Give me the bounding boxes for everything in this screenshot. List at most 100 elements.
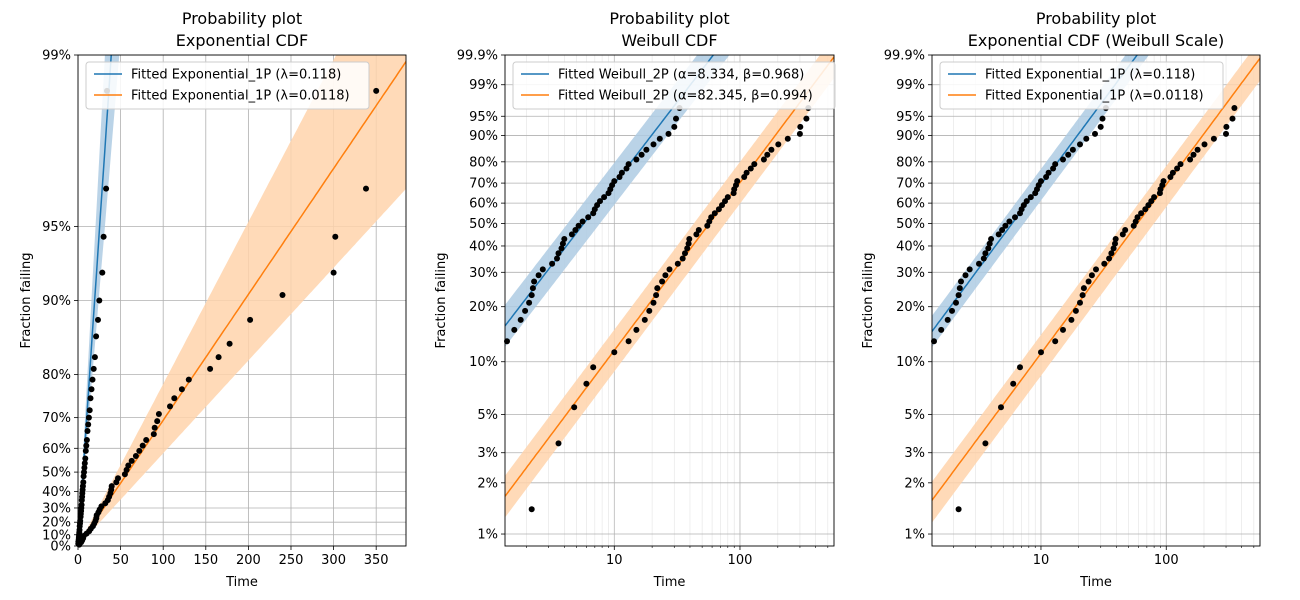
y-tick-label: 80% [42,368,71,383]
data-point [568,231,575,238]
y-tick-label: 20% [469,300,498,315]
data-point [662,272,669,279]
data-point [279,292,286,298]
x-axis-label: Time [1079,575,1112,590]
data-point [1223,123,1230,130]
data-point [601,194,608,201]
chart-title: Probability plot Exponential CDF (Weibull… [968,9,1224,50]
data-point [796,130,803,137]
x-tick-label: 100 [728,553,753,568]
data-point [999,227,1006,233]
data-point [1088,272,1095,279]
chart-title-line: Probability plot [609,9,729,28]
data-point [986,240,993,247]
data-point [1077,141,1083,148]
data-point [115,475,121,482]
data-point [1231,105,1238,111]
data-point [155,411,162,417]
data-point [625,161,632,168]
data-point [679,255,686,262]
x-axis-label: Time [225,575,258,590]
legend-entry: Fitted Exponential_1P (λ=0.0118) [985,89,1204,104]
data-point [1099,115,1106,122]
y-tick-label: 50% [469,217,498,232]
x-tick-label: 200 [236,553,261,568]
x-tick-label: 300 [321,553,346,568]
x-tick-label: 100 [151,553,176,568]
data-point [1169,169,1176,176]
data-point [81,464,88,471]
data-point [643,146,650,153]
data-point [108,483,115,490]
fitted-line-2 [932,57,1260,501]
data-point [1045,169,1052,176]
y-tick-label: 50% [896,217,925,232]
data-point [247,316,254,323]
data-point [1101,260,1108,267]
x-tick-label: 10 [606,553,623,568]
data-point [1065,151,1072,158]
data-point [988,236,995,242]
data-point [611,349,618,356]
data-point [650,141,657,148]
data-point [99,269,106,276]
data-point [549,260,556,267]
data-points [504,105,812,513]
y-tick-label: 10% [469,355,498,370]
y-tick-label: 99% [469,78,498,93]
axes-frame [931,54,1261,547]
y-axis-label: Fraction failing [434,253,449,349]
data-point [1083,135,1090,142]
data-point [764,151,771,158]
data-point [81,460,88,467]
data-point [1027,194,1034,201]
data-point [980,255,987,262]
data-point [83,437,90,443]
data-point [1223,130,1229,137]
data-point [1010,380,1017,387]
y-tick-label: 50% [42,466,71,481]
legend-entry: Fitted Exponential_1P (λ=0.0118) [131,89,350,104]
data-point [931,338,937,345]
data-point [1060,156,1066,163]
data-point [1190,151,1197,158]
data-point [1112,236,1119,242]
data-point [1092,130,1098,137]
data-point [579,218,586,225]
data-point [100,233,107,240]
data-point [81,469,87,476]
data-point [1122,227,1129,233]
data-point [982,250,989,257]
y-tick-label: 40% [42,485,71,500]
data-point [671,123,678,130]
data-point [511,326,518,333]
data-point [555,440,562,447]
data-point [1194,146,1201,153]
data-point [633,326,640,333]
data-point [1112,240,1118,247]
data-point [734,178,741,185]
data-point [1085,278,1092,285]
data-point [985,245,992,252]
y-tick-label: 99.9% [457,49,498,64]
data-point [583,380,590,387]
confidence-band-1 [932,55,1149,348]
data-point [743,169,750,176]
data-point [641,316,648,323]
x-tick-label: 100 [1154,553,1179,568]
data-point [103,185,110,192]
data-point [226,340,233,347]
y-tick-label: 3% [904,446,925,461]
data-point [646,307,653,314]
data-point [1052,161,1059,168]
data-point [684,245,691,252]
x-axis-label: Time [653,575,686,590]
data-point [1079,292,1086,299]
data-point [82,447,89,454]
data-point [93,333,100,340]
data-point [555,250,562,257]
data-point [747,165,754,172]
data-point [751,161,758,168]
chart-3: 10 100 1% 2% 3% 5% 10% 20% 30% 40% 50% 60% 70% 80% 90%… [861,9,1261,590]
data-point [724,194,731,201]
